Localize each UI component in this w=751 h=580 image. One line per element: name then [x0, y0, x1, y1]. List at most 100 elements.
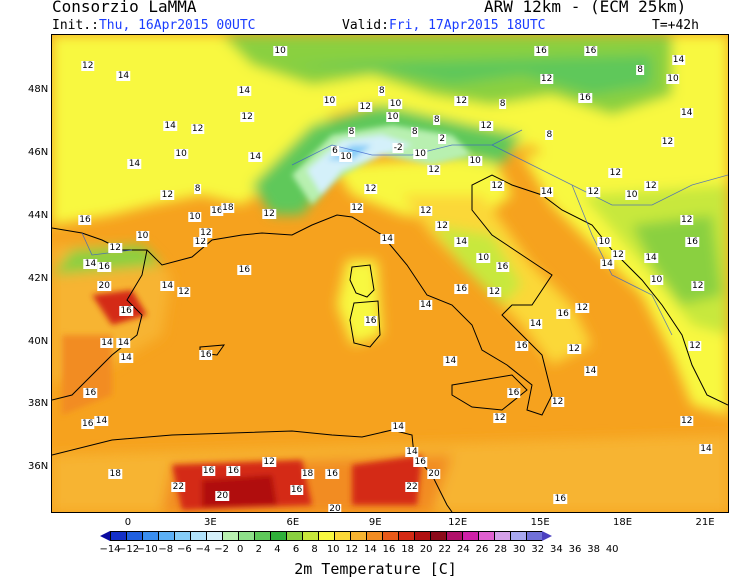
temperature-value-label: 12	[567, 343, 581, 354]
colorbar-swatch	[206, 531, 222, 541]
temperature-value-label: 12	[644, 180, 658, 191]
header-init: Init.:Thu, 16Apr2015 00UTC	[52, 19, 256, 32]
temperature-value-label: 16	[83, 387, 98, 398]
lat-tick-label: 38N	[28, 398, 49, 410]
colorbar-tick-label: 16	[382, 544, 396, 555]
colorbar-swatch	[158, 531, 174, 541]
colorbar-tick-label: 30	[512, 544, 526, 555]
colorbar-tick-label: −8	[158, 544, 174, 555]
colorbar-swatch	[254, 531, 270, 541]
lat-tick-label: 40N	[28, 335, 49, 347]
colorbar-tick-label: 40	[605, 544, 619, 555]
temperature-value-label: 16	[289, 485, 304, 496]
temperature-value-label: 14	[116, 337, 131, 348]
temperature-value-label: 12	[660, 136, 675, 147]
temperature-value-label: 10	[322, 95, 337, 106]
temperature-value-label: 8	[545, 130, 554, 141]
colorbar-swatch	[110, 531, 126, 541]
temperature-value-label: 12	[691, 281, 705, 292]
colorbar-swatch	[238, 531, 254, 541]
temperature-value-label: 12	[586, 186, 601, 197]
colorbar-tick-label: −2	[214, 544, 229, 555]
temperature-value-label: 12	[539, 73, 554, 84]
temperature-value-label: 12	[177, 287, 191, 298]
init-prefix: Init.:	[52, 18, 99, 33]
temperature-value-label: 16	[454, 284, 469, 295]
colorbar-tick-label: 0	[237, 544, 244, 555]
lat-tick-label: 42N	[28, 272, 49, 284]
colorbar-max-arrow	[542, 531, 552, 541]
temperature-value-label: 12	[364, 183, 378, 194]
colorbar-tick-label: 34	[550, 544, 563, 555]
temperature-value-label: 10	[135, 230, 150, 241]
lon-tick-label: 18E	[613, 517, 633, 528]
temperature-value-label: 14	[600, 259, 614, 270]
valid-prefix: Valid:	[342, 18, 389, 33]
temperature-value-label: 14	[94, 415, 109, 426]
temperature-value-label: 10	[649, 274, 664, 285]
temperature-value-label: 22	[171, 481, 186, 492]
colorbar-tick-label: −10	[136, 544, 158, 555]
lon-tick-label: 6E	[286, 517, 300, 528]
colorbar-swatch	[142, 531, 158, 541]
temperature-value-label: 16	[515, 340, 529, 351]
temperature-value-label: 8	[410, 127, 419, 138]
temperature-value-label: 14	[699, 444, 713, 455]
temperature-value-label: 16	[199, 350, 213, 361]
temperature-value-label: 12	[427, 164, 441, 175]
lat-tick-label: 46N	[28, 147, 49, 159]
header-lead: T=+42h	[652, 18, 699, 33]
temperature-colorbar	[100, 531, 552, 541]
temperature-value-label: 16	[495, 262, 510, 273]
colorbar-tick-label: 18	[401, 544, 414, 555]
temperature-value-label: 14	[116, 70, 131, 81]
temperature-value-label: 16	[556, 309, 570, 320]
temperature-value-label: 10	[625, 190, 639, 201]
lat-tick-label: 48N	[28, 84, 49, 96]
temperature-value-label: 14	[454, 237, 469, 248]
temperature-value-label: 12	[493, 412, 507, 423]
temperature-value-label: 12	[160, 190, 175, 201]
temperature-value-label: 14	[539, 186, 554, 197]
temperature-value-label: 12	[262, 456, 276, 467]
temperature-value-label: 12	[193, 237, 208, 248]
temperature-value-label: 12	[240, 111, 254, 122]
temperature-value-label: 16	[210, 205, 224, 216]
temperature-value-label: 20	[215, 491, 230, 502]
temperature-value-label: 12	[490, 180, 504, 191]
temperature-value-label: 14	[237, 86, 252, 97]
colorbar-swatch	[350, 531, 366, 541]
temperature-value-label: 12	[190, 124, 205, 135]
colorbar-swatch	[414, 531, 430, 541]
temperature-value-label: 12	[611, 249, 625, 260]
temperature-value-label: 8	[498, 99, 507, 110]
temperature-value-label: 14	[391, 422, 405, 433]
temperature-value-label: 10	[597, 237, 612, 248]
init-value: Thu, 16Apr2015 00UTC	[98, 18, 256, 33]
lon-tick-label: 15E	[530, 517, 550, 528]
temperature-value-label: 8	[432, 114, 441, 125]
temperature-value-label: 10	[413, 149, 427, 160]
temperature-map: 10 12 14 14 10 12 8 12 14 12 10 14 14 12 8 10 16 18 12 12 16…	[51, 34, 729, 513]
colorbar-tick-label: −4	[195, 544, 211, 555]
lon-tick-label: 0	[124, 517, 132, 528]
colorbar-swatch	[174, 531, 190, 541]
temperature-value-label: 14	[160, 281, 175, 292]
colorbar-swatch	[222, 531, 238, 541]
colorbar-swatch	[286, 531, 302, 541]
temperature-value-label: 10	[273, 45, 287, 56]
temperature-value-label: 12	[680, 415, 694, 426]
colorbar-swatch	[494, 531, 510, 541]
temperature-value-label: 16	[226, 466, 241, 477]
temperature-value-label: 12	[435, 221, 449, 232]
header-valid: Valid:Fri, 17Apr2015 18UTC	[342, 19, 546, 32]
colorbar-min-arrow	[100, 531, 110, 541]
lon-tick-label: 3E	[204, 517, 217, 528]
temperature-value-label: 12	[608, 168, 623, 179]
temperature-value-label: 14	[100, 337, 114, 348]
colorbar-swatch	[190, 531, 206, 541]
temperature-value-label: 14	[248, 152, 263, 163]
temperature-value-label: 12	[418, 205, 433, 216]
header-org: Consorzio LaMMA	[52, 0, 197, 16]
colorbar-swatch	[462, 531, 478, 541]
